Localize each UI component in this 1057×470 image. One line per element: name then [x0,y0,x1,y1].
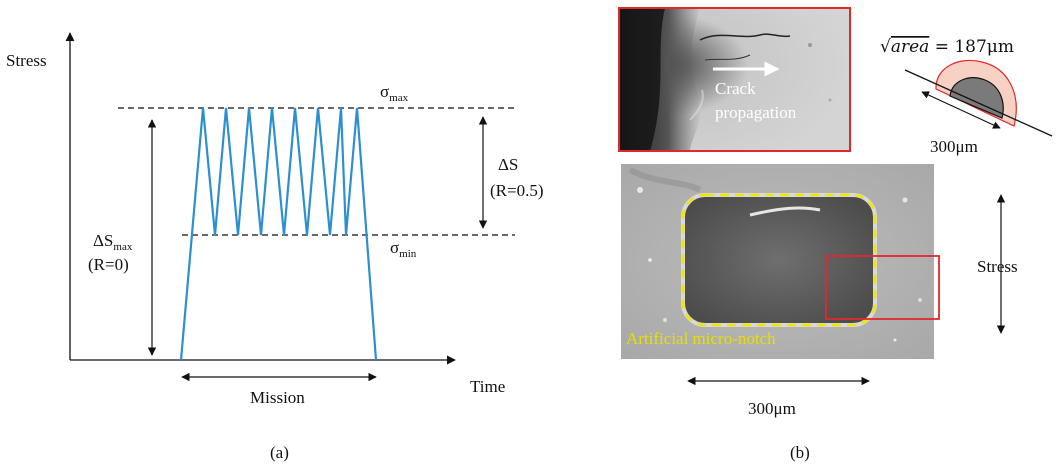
load-waveform [181,108,376,360]
sigma-min-label: σmin [390,238,417,260]
stress-label: Stress [977,257,1018,276]
width-dimension-label: 300μm [748,399,796,418]
panel-a: Stress Time σmax σmin ΔSmax (R=0) ΔS (R=… [6,33,544,462]
y-axis-label: Stress [6,51,47,70]
notch-label: Artificial micro-notch [626,329,776,348]
notch-pit [683,195,875,325]
mission-label: Mission [250,388,305,407]
delta-s-label: ΔS [498,155,518,174]
sigma-max-label: σmax [380,82,409,104]
caption-b: (b) [790,443,810,462]
x-axis-label: Time [470,377,505,396]
delta-s-ratio: (R=0.5) [490,181,544,200]
caption-a: (a) [270,443,289,462]
delta-smax-ratio: (R=0) [88,255,129,274]
notch-sem-image: Artificial micro-notch [621,164,939,359]
area-formula: √area = 187μm [880,37,1014,57]
crack-closeup-image: Crack propagation [619,8,850,151]
delta-smax-label: ΔSmax [93,231,133,253]
small-dimension-label: 300μm [930,137,978,156]
notch-schematic: √area = 187μm 300μm [880,37,1052,156]
panel-b: Crack propagation √area = 187μm 300μm [619,8,1052,462]
